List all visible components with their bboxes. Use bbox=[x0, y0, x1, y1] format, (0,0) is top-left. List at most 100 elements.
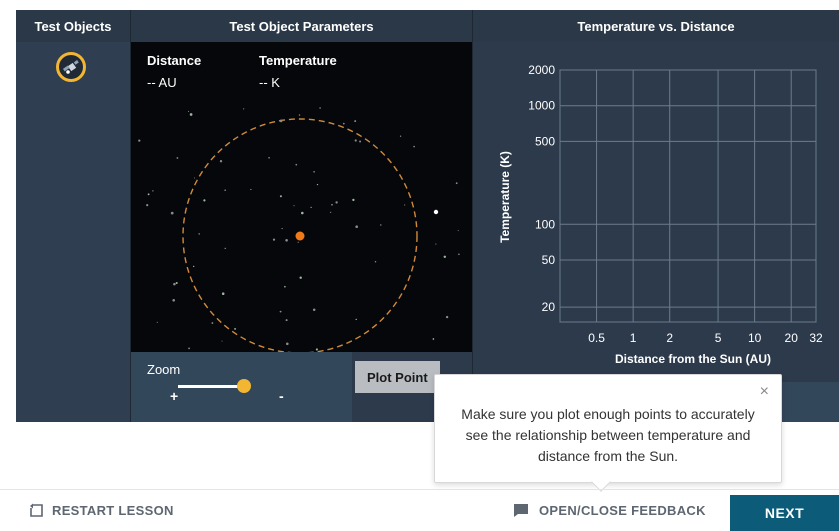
close-icon[interactable]: × bbox=[759, 383, 769, 400]
star bbox=[330, 211, 332, 213]
star bbox=[219, 160, 223, 163]
star bbox=[445, 315, 449, 319]
zoom-slider-thumb[interactable] bbox=[237, 379, 252, 393]
zoom-label: Zoom bbox=[147, 362, 181, 377]
star bbox=[175, 281, 178, 285]
star bbox=[432, 338, 435, 340]
star bbox=[374, 261, 377, 263]
x-tick-label: 10 bbox=[748, 331, 762, 345]
y-tick-label: 50 bbox=[542, 253, 556, 267]
space-view: Distance -- AU Temperature -- K bbox=[131, 42, 472, 352]
star bbox=[299, 276, 302, 279]
feedback-button[interactable]: OPEN/CLOSE FEEDBACK bbox=[513, 503, 706, 518]
temperature-distance-chart[interactable]: 0.5 1 2 5 10 20 32 20 50 100 500 1000 2000 Distance f… bbox=[473, 42, 839, 382]
star bbox=[224, 189, 226, 191]
star bbox=[243, 108, 245, 110]
star bbox=[170, 211, 174, 215]
star bbox=[146, 203, 149, 207]
zoom-in-icon: + bbox=[170, 388, 179, 404]
tooltip-text: Make sure you plot enough points to accu… bbox=[461, 406, 755, 464]
star bbox=[295, 163, 298, 166]
star bbox=[152, 190, 154, 192]
star bbox=[147, 193, 150, 196]
y-tick-label: 20 bbox=[542, 300, 556, 314]
chat-icon bbox=[514, 504, 528, 517]
temperature-value: -- K bbox=[259, 75, 280, 90]
star bbox=[172, 298, 176, 302]
parameters-title: Test Object Parameters bbox=[229, 18, 374, 34]
star bbox=[286, 342, 289, 346]
orbit-ring bbox=[182, 118, 418, 352]
star bbox=[224, 247, 226, 250]
y-tick-label: 500 bbox=[535, 134, 555, 148]
star bbox=[380, 224, 382, 226]
next-button[interactable]: NEXT bbox=[730, 495, 839, 531]
star bbox=[443, 255, 447, 259]
y-axis-label: Temperature (K) bbox=[498, 151, 512, 243]
star bbox=[250, 188, 252, 191]
test-objects-title: Test Objects bbox=[34, 18, 112, 34]
x-tick-label: 1 bbox=[630, 331, 637, 345]
star bbox=[279, 195, 282, 198]
star bbox=[313, 170, 315, 173]
test-objects-header: Test Objects bbox=[16, 10, 130, 42]
star bbox=[355, 318, 357, 321]
star bbox=[342, 122, 345, 125]
simulation-panel: Test Objects Test Object Parameters Temp… bbox=[16, 10, 839, 422]
test-object-button[interactable] bbox=[56, 52, 86, 82]
star bbox=[156, 321, 158, 323]
orbit-map bbox=[138, 107, 460, 352]
chart-panel: 0.5 1 2 5 10 20 32 20 50 100 500 1000 2000 Distance f… bbox=[473, 42, 839, 382]
feedback-label: OPEN/CLOSE FEEDBACK bbox=[539, 503, 706, 518]
star bbox=[352, 198, 355, 202]
plot-point-button[interactable]: Plot Point bbox=[355, 361, 440, 393]
temperature-label: Temperature bbox=[259, 53, 337, 68]
star bbox=[301, 211, 304, 215]
y-tick-label: 2000 bbox=[528, 63, 555, 77]
feedback-tooltip: × Make sure you plot enough points to ac… bbox=[434, 374, 782, 483]
star bbox=[221, 340, 223, 342]
star bbox=[268, 156, 270, 159]
test-objects-list bbox=[16, 42, 130, 422]
restart-lesson-button[interactable]: RESTART LESSON bbox=[29, 503, 174, 518]
star bbox=[316, 183, 319, 186]
restart-icon bbox=[30, 503, 43, 517]
star bbox=[198, 233, 200, 235]
star bbox=[279, 119, 283, 123]
star bbox=[297, 241, 299, 243]
x-tick-label: 20 bbox=[785, 331, 799, 345]
footer-divider bbox=[0, 489, 839, 490]
distance-value: -- AU bbox=[147, 75, 177, 90]
star bbox=[221, 292, 225, 295]
star bbox=[331, 203, 333, 206]
y-tick-label: 1000 bbox=[528, 99, 555, 113]
star bbox=[284, 285, 286, 288]
star bbox=[404, 204, 406, 206]
star bbox=[315, 348, 318, 351]
x-tick-label: 2 bbox=[666, 331, 673, 345]
divider bbox=[130, 10, 131, 422]
chart-title: Temperature vs. Distance bbox=[577, 18, 735, 34]
satellite-icon bbox=[62, 60, 79, 74]
star bbox=[312, 308, 316, 311]
star bbox=[293, 205, 295, 207]
star bbox=[203, 199, 206, 202]
zoom-out-icon: - bbox=[279, 388, 284, 404]
star bbox=[359, 140, 362, 143]
star bbox=[354, 139, 357, 142]
plot-area bbox=[559, 69, 817, 323]
divider bbox=[472, 10, 473, 422]
star bbox=[435, 243, 437, 245]
chart-header: Temperature vs. Distance bbox=[473, 10, 839, 42]
star bbox=[138, 139, 141, 142]
star bbox=[413, 145, 415, 148]
restart-lesson-label: RESTART LESSON bbox=[52, 503, 174, 518]
zoom-slider-track[interactable] bbox=[178, 385, 250, 388]
parameters-header: Test Object Parameters bbox=[131, 10, 472, 42]
star bbox=[355, 225, 359, 229]
x-tick-label: 5 bbox=[715, 331, 722, 345]
star bbox=[458, 253, 460, 256]
star bbox=[285, 319, 288, 322]
distance-label: Distance bbox=[147, 53, 202, 68]
y-tick-label: 100 bbox=[535, 217, 555, 231]
